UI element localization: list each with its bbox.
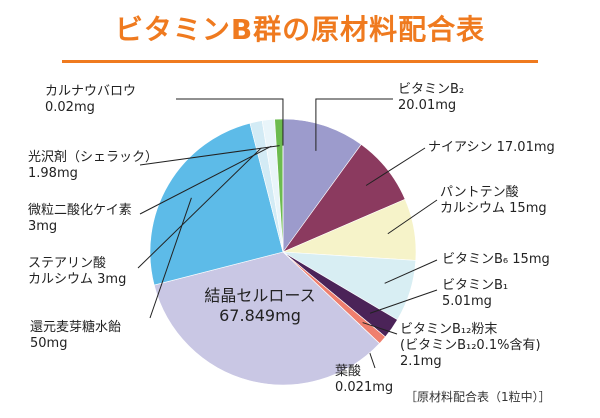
slice-label: 還元麦芽糖水飴 50mg — [30, 320, 121, 352]
chart-title: ビタミンB群の原材料配合表 — [114, 13, 486, 46]
title-rule — [62, 60, 538, 63]
category-label: ビタミンB₁ — [442, 278, 509, 293]
category-label: ステアリン酸 カルシウム — [28, 256, 107, 287]
value-label: 17.01mg — [496, 140, 555, 155]
category-label: 結晶セルロース — [204, 286, 316, 305]
pie-slice — [149, 122, 284, 286]
slice-label: ナイアシン 17.01mg — [428, 140, 555, 156]
slice-label: 葉酸 0.021mg — [335, 364, 393, 396]
category-label: ビタミンB₆ — [442, 252, 509, 267]
value-label: 50mg — [30, 336, 68, 351]
leader-line — [362, 322, 398, 335]
leader-line — [139, 145, 280, 166]
slice-label: ビタミンB₆ 15mg — [442, 252, 550, 268]
leader-line — [149, 197, 192, 319]
pie-slice — [282, 118, 362, 253]
category-label: カルナウバロウ — [45, 84, 137, 99]
value-label: 1.98mg — [28, 166, 78, 181]
category-label: 葉酸 — [335, 364, 362, 379]
leader-line — [365, 147, 426, 186]
pie-slice — [153, 251, 380, 386]
leader-line — [139, 145, 272, 215]
value-label: 3mg — [28, 219, 58, 234]
category-label: パントテン酸 カルシウム — [440, 185, 519, 216]
slice-label: パントテン酸 カルシウム 15mg — [440, 185, 547, 217]
value-label: 5.01mg — [442, 294, 492, 309]
category-label: ビタミンB₂ — [398, 82, 465, 97]
slice-label: 微粒二酸化ケイ素 3mg — [28, 203, 132, 235]
category-label: 光沢剤（シェラック） — [28, 150, 159, 165]
slice-label: ビタミンB₁₂粉末 (ビタミンB₁₂0.1%含有) 2.1mg — [400, 322, 541, 370]
value-label: 20.01mg — [398, 98, 457, 113]
leader-line — [369, 289, 438, 314]
annotation: ［原材料配合表（1粒中）］ — [405, 390, 551, 404]
leader-line — [387, 199, 438, 235]
category-label: ビタミンB₁₂粉末 (ビタミンB₁₂0.1%含有) — [400, 322, 541, 353]
slice-label: ビタミンB₂ 20.01mg — [398, 82, 464, 114]
slice-label: 光沢剤（シェラック） 1.98mg — [28, 150, 158, 182]
slice-label: カルナウバロウ 0.02mg — [45, 84, 136, 116]
leader-line — [384, 259, 438, 284]
category-label: ナイアシン — [428, 140, 493, 155]
value-label: 15mg — [512, 252, 550, 267]
value-label: 15mg — [509, 201, 547, 216]
value-label: 0.02mg — [45, 100, 95, 115]
category-label: 還元麦芽糖水飴 — [30, 320, 122, 335]
leader-line — [137, 147, 262, 269]
slice-label: ビタミンB₁ 5.01mg — [442, 278, 508, 310]
value-label: 67.849mg — [219, 306, 301, 325]
value-label: 0.021mg — [335, 380, 394, 395]
leader-line — [315, 98, 393, 151]
slice-label: ステアリン酸 カルシウム 3mg — [28, 256, 126, 288]
category-label: 微粒二酸化ケイ素 — [28, 203, 132, 218]
value-label: 2.1mg — [400, 354, 442, 369]
slice-label: 結晶セルロース 67.849mg — [175, 286, 345, 326]
value-label: 3mg — [97, 272, 127, 287]
leader-line — [176, 98, 284, 146]
